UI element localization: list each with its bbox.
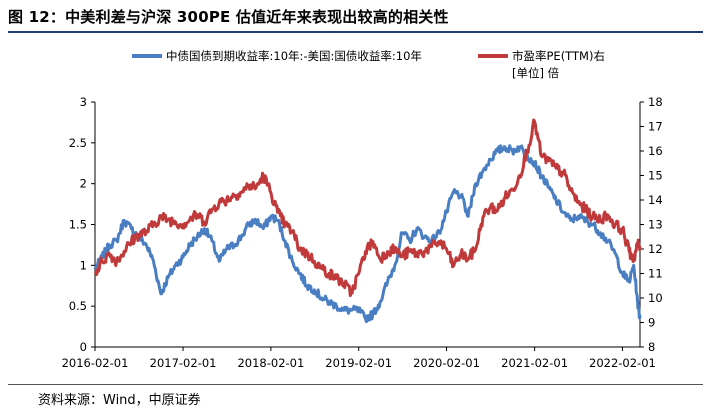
x-tick-label: 2019-02-01 [325,356,392,370]
source-note: 资料来源：Wind，中原证券 [38,393,201,408]
x-tick-label: 2020-02-01 [413,356,480,370]
y-left-tick-label: 0 [80,340,87,354]
y-right-tick-label: 15 [648,169,663,183]
y-right-tick-label: 11 [648,267,663,281]
legend-label-yield-spread: 中债国债到期收益率:10年:-美国:国债收益率:10年 [166,49,422,63]
y-right-tick-label: 17 [648,120,663,134]
figure-title: 图 12：中美利差与沪深 300PE 估值近年来表现出较高的相关性 [8,8,449,26]
y-left-tick-label: 2 [80,177,87,191]
y-left-tick-label: 1.5 [69,218,87,232]
series-line-pe-ttm [93,118,642,298]
chart-legend: 中债国债到期收益率:10年:-美国:国债收益率:10年 市盈率PE(TTM)右 [单… [132,49,605,80]
x-tick-label: 2017-02-01 [150,356,217,370]
chart-plot-area [93,118,642,324]
legend-unit-label: [单位] 倍 [512,66,560,80]
chart-axes: 0 0.5 1 1.5 2 2.5 3 8 9 10 11 12 13 14 15 16 17 18 2016-02… [62,95,663,370]
y-left-tick-label: 1 [80,258,87,272]
y-left-tick-label: 2.5 [69,136,87,150]
x-tick-label: 2016-02-01 [62,356,129,370]
title-divider [8,31,703,33]
y-right-tick-label: 8 [648,340,655,354]
x-tick-label: 2022-02-01 [589,356,656,370]
source-divider [8,384,703,385]
y-right-tick-label: 12 [648,242,663,256]
series-line-yield-spread [93,144,642,324]
y-right-tick-label: 14 [648,193,663,207]
y-right-tick-label: 10 [648,291,663,305]
x-tick-label: 2021-02-01 [501,356,568,370]
y-right-tick-label: 18 [648,95,663,109]
y-right-tick-label: 9 [648,316,655,330]
y-left-tick-label: 3 [80,95,87,109]
y-left-tick-label: 0.5 [69,299,87,313]
y-right-tick-label: 13 [648,218,663,232]
legend-label-pe-ttm: 市盈率PE(TTM)右 [512,49,605,63]
x-tick-label: 2018-02-01 [237,356,304,370]
y-right-tick-label: 16 [648,144,663,158]
